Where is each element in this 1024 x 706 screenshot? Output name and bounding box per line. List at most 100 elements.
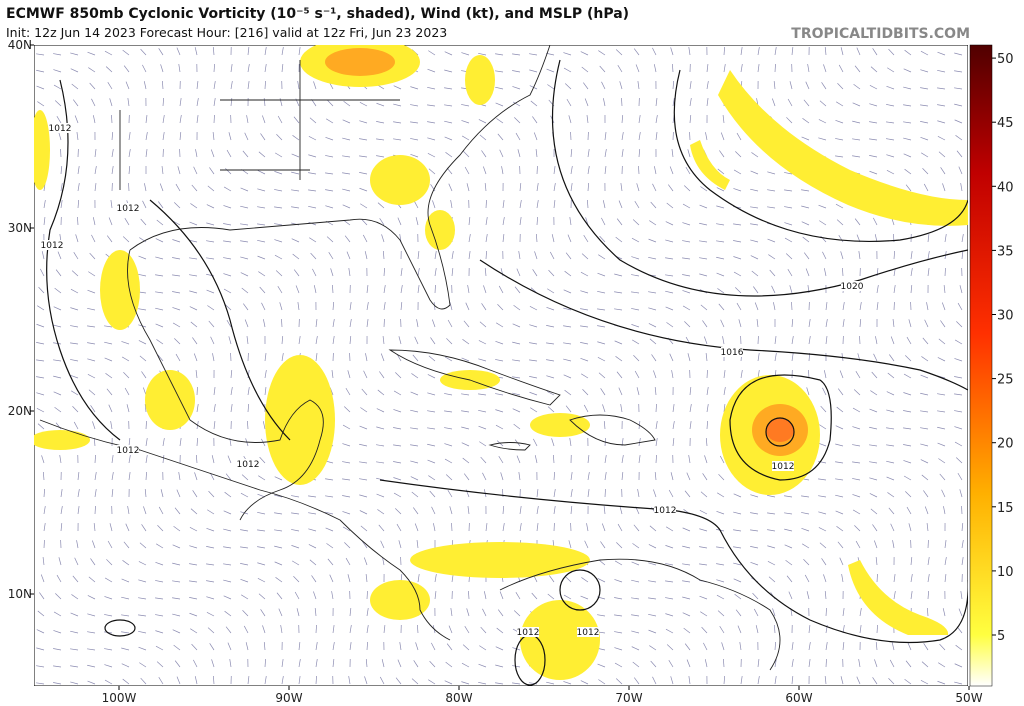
wind-barb [954,663,963,668]
wind-barb [784,222,793,226]
wind-barb [144,404,147,413]
wind-barb [587,472,590,481]
wind-barb [138,255,147,260]
wind-barb [804,574,810,583]
wind-barb [209,643,215,651]
wind-barb [410,409,419,413]
wind-barb [716,579,725,583]
wind-barb [325,511,334,515]
wind-barb [362,541,368,549]
wind-barb [536,489,539,498]
wind-barb [342,188,351,192]
wind-barb [604,132,607,141]
wind-barb [586,115,589,124]
wind-barb [206,611,215,617]
wind-barb [922,337,929,345]
wind-barb [142,200,147,209]
wind-barb [570,149,573,158]
wind-barb [297,302,300,311]
wind-barb [111,489,114,498]
wind-barb [315,319,318,328]
wind-barb [529,376,538,379]
wind-barb [206,204,215,209]
wind-barb [512,53,521,56]
wind-barb [226,319,232,328]
wind-barb [818,119,827,124]
wind-barb [395,372,402,379]
wind-barb [342,526,351,532]
wind-barb [665,257,674,260]
wind-barb [121,631,130,634]
wind-barb [313,81,317,90]
wind-barb [258,475,266,481]
wind-barb [208,490,215,498]
wind-barb [206,257,215,260]
wind-barb [512,101,521,107]
wind-barb [773,302,776,311]
wind-barb [859,608,862,617]
wind-barb [836,526,844,532]
wind-barb [241,287,249,294]
wind-barb [856,47,861,56]
wind-barb [907,642,912,651]
wind-barb [750,206,759,209]
wind-barb [920,136,929,141]
wind-barb [665,628,674,634]
wind-barb [684,643,691,651]
wind-barb [937,120,946,124]
wind-barb [155,543,164,549]
wind-barb [175,353,181,362]
wind-barb [468,251,471,260]
wind-barb [874,659,878,668]
wind-barb [553,471,556,481]
wind-barb [570,472,573,481]
wind-barb [240,240,249,243]
isobar-label-bg [577,627,599,637]
wind-barb [631,324,640,328]
wind-barb [615,678,623,685]
coastlines [39,45,781,671]
wind-barb [125,523,130,532]
wind-barb [621,97,623,107]
wind-barb [376,138,385,141]
wind-barb [852,407,861,413]
wind-barb [240,272,249,277]
wind-barb [517,149,521,158]
wind-barb [808,319,811,328]
wind-barb [682,305,691,311]
wind-barb [467,285,470,294]
wind-barb [688,47,691,56]
wind-barb [70,288,79,294]
wind-barb [244,319,249,328]
wind-barb [689,81,692,90]
wind-barb [349,302,352,311]
wind-barb [223,528,232,532]
wind-barb [71,594,79,600]
wind-barb [636,183,640,192]
wind-barb [257,206,266,209]
wind-barb [395,508,402,515]
wind-barb [905,355,912,362]
wind-barb [413,200,419,209]
wind-barb [332,625,335,634]
wind-barb [498,285,504,294]
wind-barb [547,406,555,413]
wind-barb [801,136,810,141]
wind-barb [682,596,691,600]
wind-barb [291,529,300,532]
wind-barb [466,608,470,617]
wind-barb [937,442,946,447]
wind-barb [257,546,266,549]
wind-barb [451,268,454,277]
wind-barb [495,682,504,685]
wind-barb [686,472,691,481]
wind-barb [36,376,45,379]
wind-barb [888,677,895,685]
wind-barb [277,285,283,294]
wind-barb [940,167,946,175]
wind-barb [308,205,317,209]
wind-barb [194,47,198,56]
wind-barb [70,325,79,328]
wind-barb [652,183,657,192]
wind-barb [444,443,453,447]
